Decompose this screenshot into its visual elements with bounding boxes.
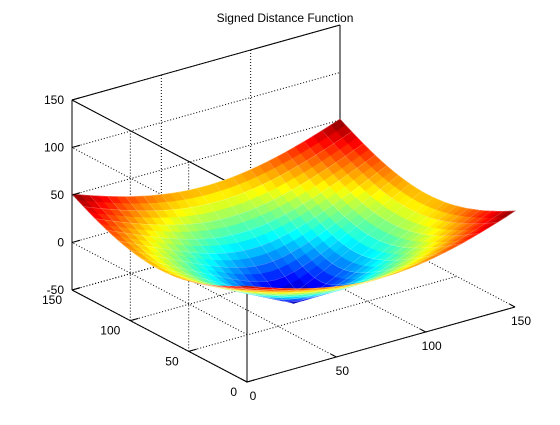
mesh-line xyxy=(71,193,248,287)
mesh-line xyxy=(143,195,319,296)
mesh-line xyxy=(89,195,265,289)
mesh-line xyxy=(235,211,504,291)
mesh-line xyxy=(130,175,399,268)
mesh-line xyxy=(196,188,373,303)
z-tick xyxy=(71,239,81,243)
mesh-line xyxy=(165,197,434,303)
mesh-line xyxy=(176,202,446,301)
z-tick-label: 100 xyxy=(44,141,64,155)
z-tick-label: 0 xyxy=(57,236,64,250)
mesh-line xyxy=(153,191,422,297)
mesh-line xyxy=(106,154,376,240)
mesh-line xyxy=(250,169,426,273)
y-tick-label: 50 xyxy=(165,354,179,368)
mesh-line xyxy=(107,196,283,292)
surface-mesh xyxy=(71,118,517,304)
surface-patch xyxy=(499,210,517,218)
mesh-line xyxy=(188,205,457,299)
z-tick-label: -50 xyxy=(47,283,65,297)
mesh-line xyxy=(223,210,492,293)
mesh-line xyxy=(141,183,411,283)
mesh-line xyxy=(161,194,337,298)
mesh-line xyxy=(211,210,481,295)
x-tick xyxy=(420,328,426,333)
grid-line xyxy=(71,72,341,148)
mesh-line xyxy=(179,191,355,301)
y-tick-label: 0 xyxy=(230,385,237,399)
grid-line xyxy=(71,119,341,196)
x-axis-line xyxy=(246,306,516,383)
z-tick-label: 150 xyxy=(44,93,64,107)
x-tick-label: 150 xyxy=(511,314,531,328)
z-tick-label: 50 xyxy=(51,188,65,202)
y-tick xyxy=(188,348,197,352)
mesh-line xyxy=(83,131,352,212)
mesh-line xyxy=(232,176,408,286)
mesh-line xyxy=(118,165,387,254)
x-tick xyxy=(241,378,248,383)
y-tick xyxy=(246,379,256,383)
mesh-line xyxy=(214,183,390,298)
mesh-line xyxy=(304,141,480,237)
x-tick-label: 0 xyxy=(250,389,257,403)
mesh-line xyxy=(339,118,516,212)
z-tick xyxy=(71,192,81,196)
x-tick-label: 50 xyxy=(336,364,350,378)
mesh-line xyxy=(321,130,498,224)
mesh-line xyxy=(200,208,469,297)
y-axis-line xyxy=(71,289,248,383)
mesh-line xyxy=(95,143,364,226)
y-tick-label: 100 xyxy=(100,324,120,338)
axes-box-front xyxy=(71,97,516,383)
y-tick-label: 150 xyxy=(42,293,62,307)
x-tick xyxy=(330,353,337,358)
z-tick xyxy=(71,287,81,291)
x-tick-label: 100 xyxy=(422,339,442,353)
x-tick xyxy=(509,303,516,308)
mesh-line xyxy=(246,210,516,289)
grid-line xyxy=(188,275,457,352)
z-tick xyxy=(71,97,81,101)
mesh-line xyxy=(268,160,444,261)
axis-edge xyxy=(71,24,341,101)
mesh-line xyxy=(286,151,462,249)
mesh-line xyxy=(125,196,301,294)
mesh-line xyxy=(71,118,341,197)
chart-title: Signed Distance Function xyxy=(217,11,354,25)
z-tick xyxy=(71,144,81,148)
y-tick xyxy=(130,317,139,322)
axis-edge xyxy=(71,99,248,193)
